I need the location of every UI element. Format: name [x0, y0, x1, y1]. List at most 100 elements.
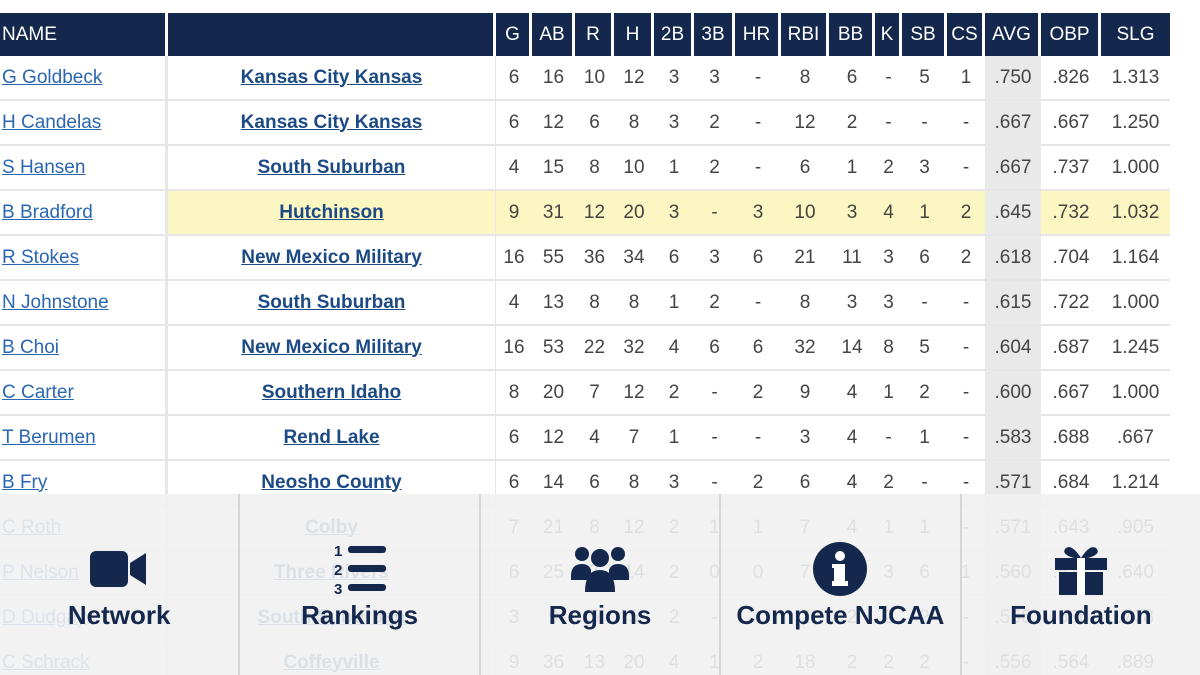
table-row: S Hansen South Suburban 4 15 8 10 1 2-6 1 2 3- .667… [0, 146, 1170, 191]
player-name-link[interactable]: H Candelas [2, 111, 102, 133]
stat-caught-stealing: - [947, 416, 985, 461]
nav-regions[interactable]: Regions [481, 494, 722, 675]
stat-caught-stealing: 2 [947, 191, 985, 236]
team-link[interactable]: South Suburban [257, 291, 406, 313]
stat-games: 6 [496, 416, 532, 461]
player-name-link[interactable]: B Choi [2, 336, 60, 358]
stat-doubles: 3 [654, 101, 694, 146]
stat-obp: .826 [1041, 56, 1101, 101]
stat-strikeouts: 8 [875, 326, 902, 371]
stat-doubles: 3 [654, 56, 694, 101]
stat-runs: 12 [575, 191, 614, 236]
team-link[interactable]: Rend Lake [283, 426, 380, 448]
team-cell: New Mexico Military [168, 326, 496, 371]
table-row: N Johnstone South Suburban 4 13 8 8 1 2-8 3 3- - .6… [0, 281, 1170, 326]
team-link[interactable]: Kansas City Kansas [240, 111, 423, 133]
col-header-hits[interactable]: H [614, 13, 654, 56]
team-link[interactable]: Hutchinson [279, 201, 384, 223]
col-header-slg[interactable]: SLG [1101, 13, 1170, 56]
player-name-link[interactable]: N Johnstone [2, 291, 109, 313]
stat-home-runs: - [735, 56, 781, 101]
col-header-walks[interactable]: BB [829, 13, 875, 56]
col-header-rbi[interactable]: RBI [781, 13, 829, 56]
stat-walks: 11 [829, 236, 875, 281]
col-header-stolen-bases[interactable]: SB [902, 13, 947, 56]
stat-runs: 22 [575, 326, 614, 371]
stat-runs: 4 [575, 416, 614, 461]
team-link[interactable]: Southern Idaho [261, 381, 402, 403]
col-header-games[interactable]: G [496, 13, 532, 56]
stat-obp: .688 [1041, 416, 1101, 461]
stat-home-runs: - [735, 101, 781, 146]
team-cell: Hutchinson [168, 191, 496, 236]
stat-stolen-bases: 1 [902, 416, 947, 461]
player-name-link[interactable]: G Goldbeck [2, 66, 103, 88]
table-header-row: NAME G AB R H 2B 3B HR RBI BB K SB CS AVG OBP SLG [0, 13, 1170, 56]
stat-avg: .618 [985, 236, 1041, 281]
stat-doubles: 1 [654, 416, 694, 461]
nav-foundation[interactable]: Foundation [962, 494, 1200, 675]
stat-home-runs: - [735, 281, 781, 326]
stat-strikeouts: 3 [875, 281, 902, 326]
stat-caught-stealing: - [947, 326, 985, 371]
col-header-doubles[interactable]: 2B [654, 13, 694, 56]
stat-slg: 1.000 [1101, 371, 1170, 416]
stat-hits: 12 [614, 56, 654, 101]
table-row: B Bradford Hutchinson 9 31 12 20 3-3 10 3 4 1 2.645… [0, 191, 1170, 236]
player-name-link[interactable]: C Carter [2, 381, 74, 403]
stat-slg: 1.164 [1101, 236, 1170, 281]
player-name-link[interactable]: B Fry [2, 471, 48, 493]
team-link[interactable]: Neosho County [261, 471, 402, 493]
table-row: T Berumen Rend Lake 6 12 4 7 1- -3 4-1- .583.688.… [0, 416, 1170, 461]
col-header-home-runs[interactable]: HR [735, 13, 781, 56]
stat-doubles: 6 [654, 236, 694, 281]
stat-slg: 1.000 [1101, 146, 1170, 191]
player-name-link[interactable]: B Bradford [2, 201, 93, 223]
col-header-triples[interactable]: 3B [694, 13, 735, 56]
player-name-cell: S Hansen [0, 146, 168, 191]
nav-network-label: Network [67, 600, 171, 630]
stat-doubles: 3 [654, 191, 694, 236]
col-header-team[interactable] [168, 13, 496, 56]
col-header-caught-stealing[interactable]: CS [947, 13, 985, 56]
nav-rankings[interactable]: 1 2 3 Rankings [240, 494, 481, 675]
col-header-obp[interactable]: OBP [1041, 13, 1101, 56]
col-header-name[interactable]: NAME [0, 13, 168, 56]
stat-rbi: 10 [781, 191, 829, 236]
team-link[interactable]: Kansas City Kansas [240, 66, 423, 88]
team-link[interactable]: New Mexico Military [241, 246, 422, 268]
stat-triples: - [694, 371, 735, 416]
col-header-strikeouts[interactable]: K [875, 13, 902, 56]
svg-text:2: 2 [334, 562, 342, 579]
col-header-at-bats[interactable]: AB [532, 13, 575, 56]
stat-triples: 6 [694, 326, 735, 371]
stat-rbi: 8 [781, 56, 829, 101]
stat-games: 8 [496, 371, 532, 416]
stat-obp: .704 [1041, 236, 1101, 281]
col-header-runs[interactable]: R [575, 13, 614, 56]
player-name-link[interactable]: T Berumen [2, 426, 96, 448]
stat-games: 16 [496, 326, 532, 371]
stat-hits: 7 [614, 416, 654, 461]
numbered-list-icon: 1 2 3 [329, 540, 391, 598]
stat-obp: .737 [1041, 146, 1101, 191]
stat-hits: 32 [614, 326, 654, 371]
player-name-link[interactable]: R Stokes [2, 246, 80, 268]
stat-triples: - [694, 191, 735, 236]
stat-rbi: 8 [781, 281, 829, 326]
stat-triples: 3 [694, 56, 735, 101]
team-link[interactable]: New Mexico Military [241, 336, 422, 358]
stat-avg: .600 [985, 371, 1041, 416]
stat-runs: 8 [575, 281, 614, 326]
nav-compete-njcaa[interactable]: Compete NJCAA [721, 494, 962, 675]
table-row: C Carter Southern Idaho 8 20 7 12 2-2 9 4 1 2- .600… [0, 371, 1170, 416]
team-link[interactable]: South Suburban [257, 156, 406, 178]
col-header-avg[interactable]: AVG [985, 13, 1041, 56]
stat-home-runs: 6 [735, 236, 781, 281]
stat-obp: .667 [1041, 101, 1101, 146]
stat-rbi: 3 [781, 416, 829, 461]
team-cell: South Suburban [168, 281, 496, 326]
stat-caught-stealing: - [947, 146, 985, 191]
nav-network[interactable]: Network [0, 494, 241, 675]
player-name-link[interactable]: S Hansen [2, 156, 86, 178]
